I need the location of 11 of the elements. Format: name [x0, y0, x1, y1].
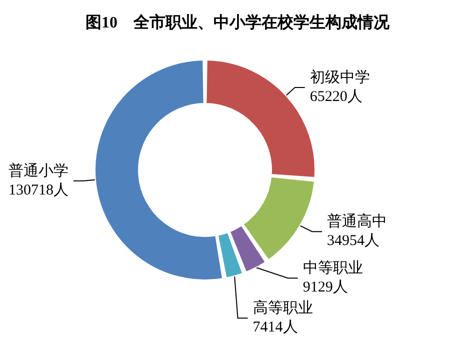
slice-label: 普通高中: [327, 213, 388, 230]
slice-label: 普通小学: [8, 162, 68, 180]
slice-label: 高等职业: [252, 300, 313, 317]
slice-label: 初级中学: [310, 68, 370, 86]
chart-title: 图10 全市职业、中小学在校学生构成情况: [86, 14, 390, 32]
data-label: 7414人: [252, 320, 298, 336]
data-label: 130718人: [8, 182, 68, 198]
data-label: 34954人: [327, 233, 380, 250]
data-label: 9129人: [302, 280, 348, 296]
data-label: 65220人: [310, 88, 362, 105]
slice-label: 中等职业: [302, 260, 363, 277]
